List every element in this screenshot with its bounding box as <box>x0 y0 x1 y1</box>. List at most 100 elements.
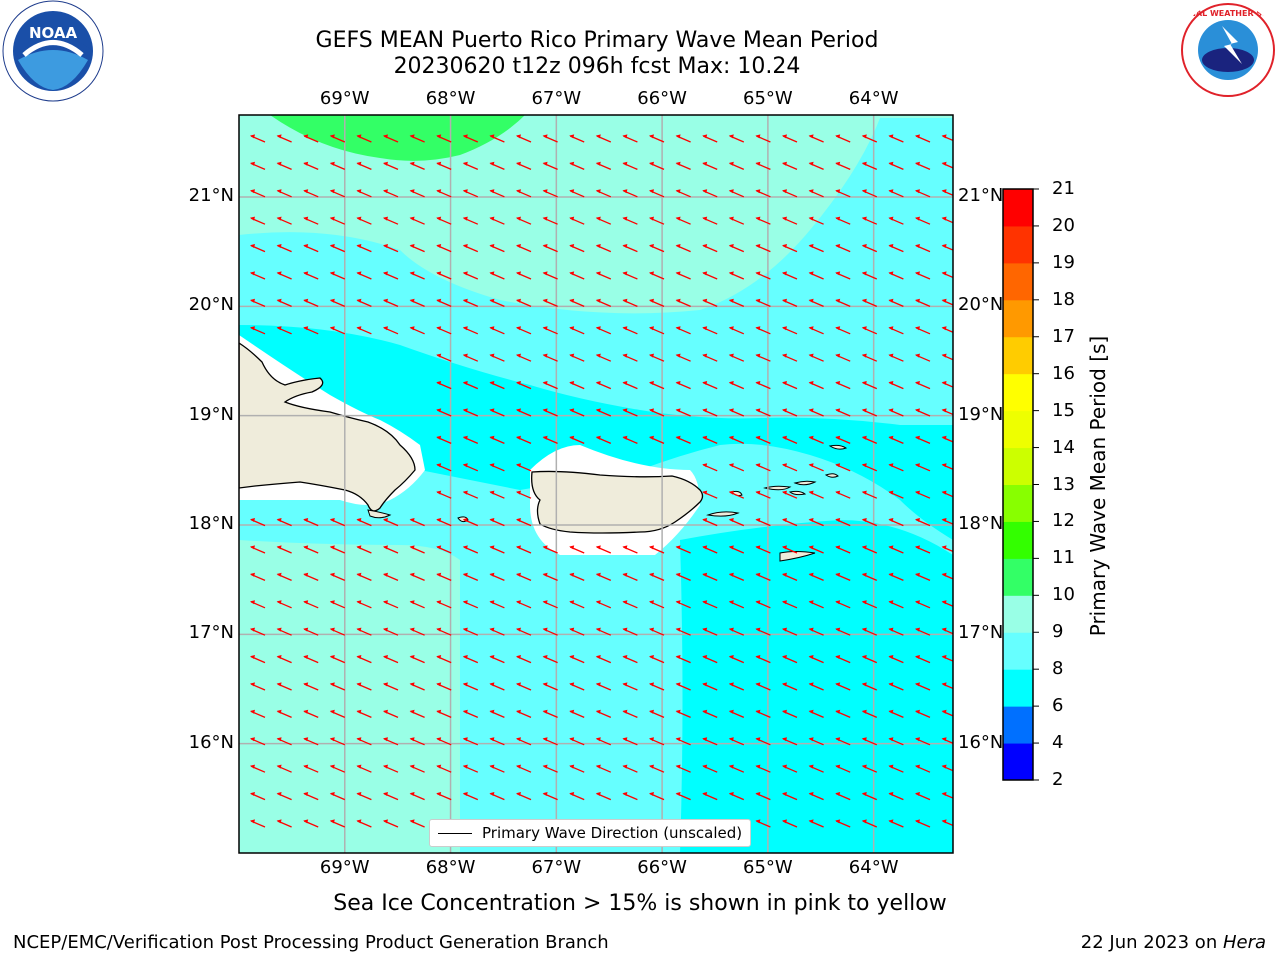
land-puerto-rico <box>531 470 704 534</box>
wave-arrow <box>782 709 798 718</box>
wave-arrow <box>888 326 904 335</box>
wave-arrow <box>835 463 851 472</box>
wave-arrow <box>941 709 953 717</box>
wave-arrow <box>755 244 771 253</box>
wave-arrow <box>782 326 798 335</box>
wave-arrow <box>462 435 479 444</box>
wave-arrow <box>462 764 479 773</box>
wave-arrow <box>808 326 824 335</box>
wave-arrow <box>356 682 372 691</box>
wave-arrow <box>808 216 824 225</box>
wave-arrow <box>728 709 745 718</box>
wave-arrow <box>808 381 824 390</box>
wave-arrow <box>436 244 452 253</box>
lat-tick-label-right: 19°N <box>958 403 1004 425</box>
wave-arrow <box>675 353 691 362</box>
wave-arrow <box>516 545 532 554</box>
wave-arrow <box>622 545 638 554</box>
wave-arrow <box>782 353 798 362</box>
wave-arrow <box>250 518 266 527</box>
nws-logo-text: NATIONAL WEATHER SERVICE <box>1178 9 1278 18</box>
wave-arrow <box>462 244 479 253</box>
wave-arrow <box>649 600 665 609</box>
wave-arrow <box>462 216 479 225</box>
wave-arrow <box>649 298 665 307</box>
wave-arrow <box>462 655 479 664</box>
wave-arrow <box>649 545 665 554</box>
wave-arrow <box>436 518 452 527</box>
wave-arrow <box>835 572 851 581</box>
wave-arrow <box>755 518 771 527</box>
wave-arrow <box>595 737 612 746</box>
wave-arrow <box>542 600 558 609</box>
wave-arrow <box>728 216 745 225</box>
wave-arrow <box>915 271 931 280</box>
colorbar-tick-label: 12 <box>1052 510 1075 532</box>
wave-arrow <box>489 682 505 691</box>
wave-arrow <box>436 655 452 664</box>
wave-arrow <box>569 381 585 390</box>
wave-arrow <box>436 216 452 225</box>
wave-arrow <box>462 271 479 280</box>
colorbar-swatch <box>1003 521 1033 559</box>
wave-arrow <box>462 572 479 581</box>
wave-arrow <box>649 572 665 581</box>
wave-arrow <box>462 682 479 691</box>
colorbar-tick-label: 21 <box>1052 178 1075 199</box>
footer-right: 22 Jun 2023 on Hera <box>1081 932 1266 954</box>
wave-arrow <box>782 381 798 390</box>
wave-arrow <box>675 244 691 253</box>
colorbar-tick-label: 10 <box>1052 584 1075 606</box>
colorbar-swatch <box>1003 706 1033 744</box>
wave-arrow <box>888 435 904 444</box>
wave-arrow <box>436 709 452 718</box>
wave-arrow <box>649 161 665 170</box>
wave-arrow <box>462 627 479 636</box>
wave-arrow <box>888 161 904 170</box>
wave-arrow <box>782 764 798 773</box>
wave-arrow <box>489 381 505 390</box>
wave-arrow <box>808 600 824 609</box>
wave-arrow <box>861 518 878 527</box>
wave-arrow <box>702 572 718 581</box>
wave-arrow <box>835 408 851 417</box>
wave-arrow <box>915 518 931 527</box>
wave-arrow <box>542 134 558 143</box>
lat-tick-label-right: 21°N <box>958 185 1004 206</box>
wave-arrow <box>383 819 399 828</box>
wave-arrow <box>702 298 718 307</box>
wave-arrow <box>329 161 346 170</box>
wave-arrow <box>250 600 266 609</box>
chart-title: GEFS MEAN Puerto Rico Primary Wave Mean … <box>315 28 879 53</box>
wave-arrow <box>622 326 638 335</box>
wave-arrow <box>728 134 745 143</box>
wave-arrow <box>728 326 745 335</box>
wave-arrow <box>356 819 372 828</box>
colorbar-swatch <box>1003 410 1033 449</box>
wave-arrow <box>941 545 953 553</box>
wave-arrow <box>835 161 851 170</box>
wave-arrow <box>250 326 266 335</box>
wave-arrow <box>649 381 665 390</box>
wave-arrow <box>489 518 505 527</box>
wave-arrow <box>622 216 638 225</box>
wave-arrow <box>835 490 851 499</box>
wave-arrow <box>888 737 904 746</box>
wave-arrow <box>835 244 851 253</box>
wave-arrow <box>649 792 665 801</box>
wave-arrow <box>888 545 904 554</box>
wave-arrow <box>835 381 851 390</box>
wave-arrow <box>915 545 931 554</box>
wave-arrow <box>649 244 665 253</box>
wave-arrow <box>489 189 505 198</box>
wave-arrow <box>329 518 346 527</box>
wave-arrow <box>808 244 824 253</box>
noaa-logo-text: NOAA <box>29 24 78 42</box>
wave-arrow <box>516 518 532 527</box>
colorbar-tick-label: 15 <box>1052 399 1075 421</box>
wave-arrow <box>888 682 904 691</box>
wave-arrow <box>329 627 346 636</box>
wave-arrow <box>622 271 638 280</box>
wave-arrow <box>542 271 558 280</box>
wave-arrow <box>276 764 292 773</box>
